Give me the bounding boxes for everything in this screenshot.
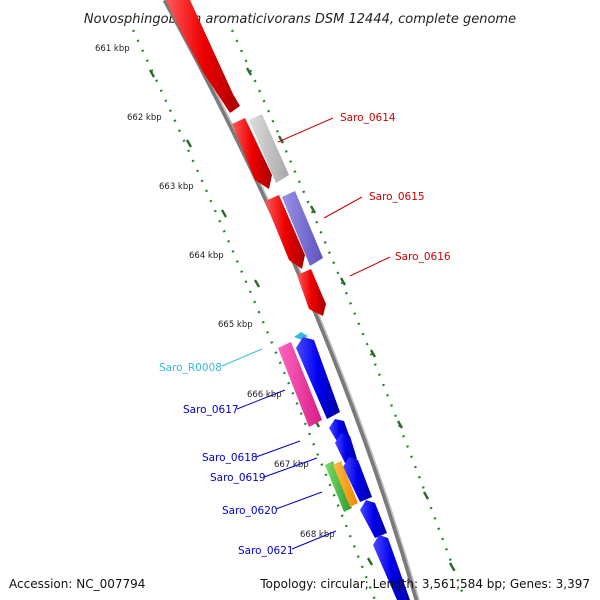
gene-block-saro-0617[interactable] bbox=[278, 342, 322, 427]
leader-line bbox=[255, 440, 301, 458]
gene-label-saro-0615[interactable]: Saro_0615 bbox=[369, 191, 425, 203]
leader-line bbox=[349, 256, 391, 277]
scale-label: 666 kbp bbox=[247, 390, 282, 400]
reverse-gene-arrow[interactable] bbox=[296, 337, 340, 419]
gene-label-saro-0618[interactable]: Saro_0618 bbox=[202, 452, 258, 464]
scale-label: 663 kbp bbox=[159, 182, 194, 192]
accession-text: Accession: NC_007794 bbox=[9, 577, 146, 591]
reverse-gene-arrow[interactable] bbox=[335, 433, 357, 463]
leader-line bbox=[263, 457, 318, 478]
gene-label-saro-0619[interactable]: Saro_0619 bbox=[210, 472, 266, 484]
scale-label: 661 kbp bbox=[95, 44, 130, 54]
outer-major-ticks bbox=[245, 67, 456, 571]
reverse-gene-arrow[interactable] bbox=[343, 457, 372, 502]
outer-tick-track bbox=[230, 29, 467, 600]
map-title: Novosphingobium aromaticivorans DSM 1244… bbox=[84, 12, 516, 27]
gene-block-orange[interactable] bbox=[333, 461, 358, 507]
gene-block-saro-0614[interactable] bbox=[249, 114, 289, 183]
leader-line bbox=[291, 530, 337, 550]
leader-line bbox=[277, 117, 334, 143]
forward-gene-arrow[interactable] bbox=[297, 269, 326, 316]
genome-backbone bbox=[162, 0, 420, 600]
gene-label-saro-r0008[interactable]: Saro_R0008 bbox=[159, 362, 222, 374]
leader-line bbox=[275, 491, 323, 510]
scale-label: 664 kbp bbox=[189, 251, 224, 261]
gene-block-saro-0615[interactable] bbox=[282, 191, 323, 266]
scale-label: 662 kbp bbox=[127, 113, 162, 123]
forward-gene-arrow[interactable] bbox=[265, 195, 305, 269]
leader-line bbox=[323, 196, 363, 219]
leader-line bbox=[221, 348, 263, 367]
reverse-gene-arrow[interactable] bbox=[360, 500, 387, 538]
genome-stats-text: Topology: circular; Length: 3,561,584 bp… bbox=[260, 577, 590, 591]
gene-label-saro-0621[interactable]: Saro_0621 bbox=[238, 545, 294, 557]
forward-gene-arrow[interactable] bbox=[232, 118, 272, 189]
forward-gene-arrow[interactable] bbox=[166, 0, 240, 113]
gene-label-saro-0614[interactable]: Saro_0614 bbox=[340, 112, 396, 124]
gene-label-saro-0616[interactable]: Saro_0616 bbox=[395, 251, 451, 263]
genome-backbone-highlight bbox=[166, 0, 420, 600]
leader-line bbox=[236, 389, 286, 410]
reverse-gene-arrow[interactable] bbox=[373, 535, 410, 600]
scale-label: 665 kbp bbox=[218, 320, 253, 330]
gene-label-saro-0620[interactable]: Saro_0620 bbox=[222, 505, 278, 517]
scale-label: 668 kbp bbox=[300, 530, 335, 540]
scale-label: 667 kbp bbox=[274, 460, 309, 470]
gene-block-saro-0620-green[interactable] bbox=[325, 461, 352, 512]
gene-label-saro-0617[interactable]: Saro_0617 bbox=[183, 404, 239, 416]
